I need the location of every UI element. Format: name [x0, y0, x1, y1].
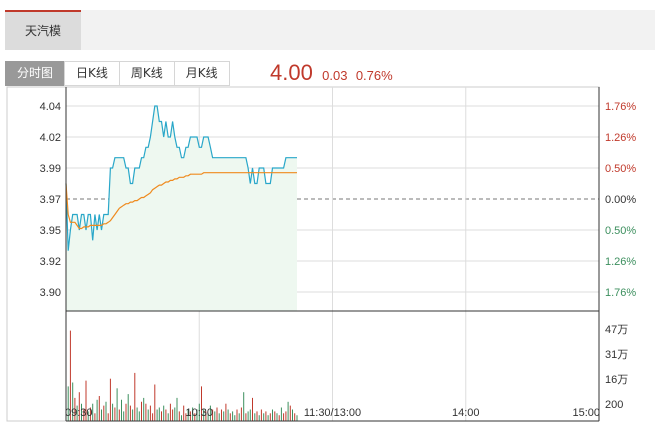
volume-tick-label: 31万 — [605, 349, 628, 361]
y-tick-label: 3.99 — [40, 163, 61, 175]
y-tick-label: 4.02 — [40, 132, 61, 144]
stock-name-tab[interactable]: 天汽模 — [5, 10, 81, 50]
stock-header: 天汽模 — [5, 10, 655, 50]
y-tick-label: 3.95 — [40, 225, 61, 237]
pct-tick-label: 0.50% — [605, 225, 636, 237]
pct-tick-label: 1.26% — [605, 132, 636, 144]
tab-daily-k[interactable]: 日K线 — [64, 61, 120, 86]
axis-labels: 4.04 1.76% 4.02 1.26% 3.99 0.50% 3.97 0.00% 3.95… — [40, 101, 637, 419]
volume-tick-label: 16万 — [605, 374, 628, 386]
pct-tick-label: 1.26% — [605, 256, 636, 268]
price-area-fill — [66, 106, 297, 311]
pct-tick-label: 1.76% — [605, 287, 636, 299]
y-tick-label: 4.04 — [40, 101, 61, 113]
avg-price-line — [65, 172, 297, 230]
quote: 4.00 0.03 0.76% — [270, 60, 398, 86]
price-change-pct: 0.76% — [355, 68, 393, 83]
x-tick-label: 15:00 — [572, 407, 600, 419]
x-tick-label: 09:30 — [65, 407, 93, 419]
pct-tick-label: 0.00% — [605, 194, 636, 206]
pct-tick-label: 0.50% — [605, 163, 636, 175]
price-area — [65, 105, 297, 311]
tab-intraday[interactable]: 分时图 — [5, 61, 66, 86]
tab-weekly-k[interactable]: 周K线 — [118, 61, 175, 86]
x-tick-label: 11:30/13:00 — [304, 407, 361, 419]
intraday-chart: 4.04 1.76% 4.02 1.26% 3.99 0.50% 3.97 0.00% 3.95… — [6, 86, 637, 422]
tab-monthly-k[interactable]: 月K线 — [173, 61, 230, 86]
x-tick-label: 10:30 — [185, 407, 213, 419]
y-tick-label: 3.97 — [40, 194, 61, 206]
y-tick-label: 3.92 — [40, 256, 61, 268]
volume-tick-label: 200 — [605, 399, 623, 411]
y-tick-label: 3.90 — [40, 287, 61, 299]
price-change: 0.03 — [322, 68, 348, 83]
x-tick-label: 14:00 — [452, 407, 480, 419]
volume-tick-label: 47万 — [605, 324, 628, 336]
pct-tick-label: 1.76% — [605, 101, 636, 113]
period-tabs: 分时图 日K线 周K线 月K线 — [5, 61, 230, 86]
current-price: 4.00 — [270, 60, 313, 85]
volume-bars — [65, 322, 298, 421]
